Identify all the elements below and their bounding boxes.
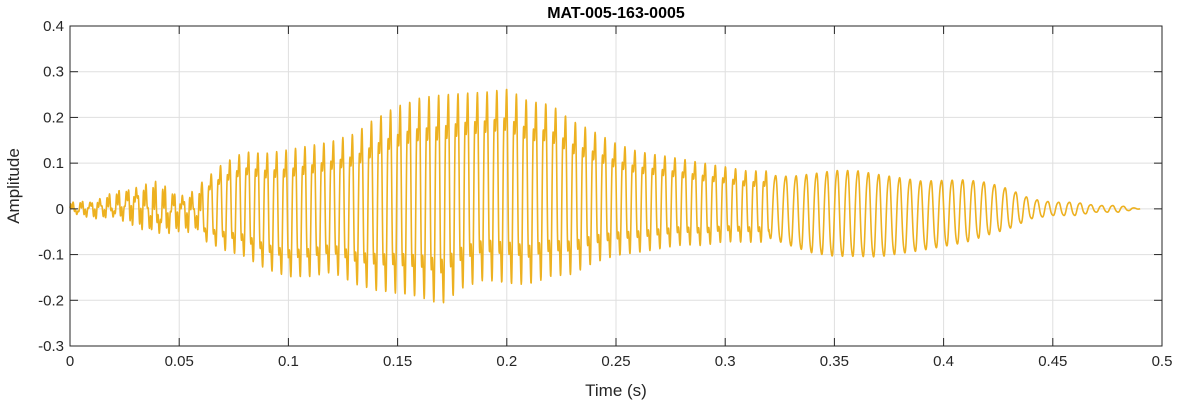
y-tick-label: 0.1 [43, 155, 64, 172]
y-tick-label: 0.2 [43, 109, 64, 126]
y-tick-label: -0.3 [38, 338, 64, 355]
y-tick-label: 0.4 [43, 18, 64, 35]
x-tick-label: 0 [66, 353, 74, 370]
signal-series [69, 88, 1141, 304]
chart-title: MAT-005-163-0005 [547, 5, 685, 22]
x-axis-label: Time (s) [585, 381, 647, 400]
y-tick-labels: -0.3 -0.2 -0.1 0 0.1 0.2 0.3 0.4 [38, 18, 64, 355]
signal-line [69, 88, 1141, 304]
x-tick-label: 0.05 [165, 353, 194, 370]
x-tick-label: 0.3 [715, 353, 736, 370]
y-tick-label: -0.2 [38, 292, 64, 309]
axis-ticks [69, 25, 1163, 347]
y-tick-label: 0.3 [43, 64, 64, 81]
y-tick-label: 0 [56, 201, 64, 218]
x-tick-label: 0.5 [1152, 353, 1173, 370]
y-tick-label: -0.1 [38, 247, 64, 264]
y-axis-label: Amplitude [4, 148, 23, 224]
x-tick-label: 0.25 [601, 353, 630, 370]
x-tick-label: 0.15 [383, 353, 412, 370]
x-tick-label: 0.45 [1038, 353, 1067, 370]
x-tick-label: 0.1 [278, 353, 299, 370]
x-tick-labels: 0 0.05 0.1 0.15 0.2 0.25 0.3 0.35 0.4 0.45 0.5 [66, 353, 1173, 370]
x-tick-label: 0.35 [820, 353, 849, 370]
x-tick-label: 0.4 [933, 353, 954, 370]
x-tick-label: 0.2 [496, 353, 517, 370]
